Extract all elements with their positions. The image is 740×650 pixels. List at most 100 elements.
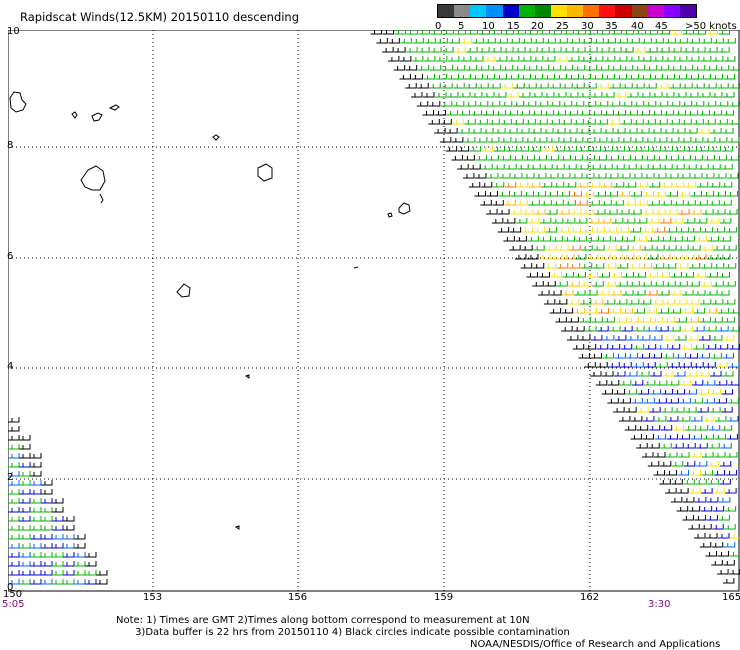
wind-barb (673, 407, 685, 413)
wind-barb (613, 407, 625, 413)
legend-swatch (599, 5, 616, 17)
wind-barb (562, 290, 574, 296)
wind-barb (612, 200, 624, 206)
wind-barb (707, 236, 719, 242)
wind-barb (606, 191, 619, 197)
wind-barb (489, 83, 501, 89)
wind-barb (699, 299, 712, 305)
wind-barb (619, 137, 632, 143)
wind-barb (678, 434, 690, 440)
wind-barb (666, 209, 678, 215)
wind-barb (578, 353, 590, 359)
wind-barb (582, 209, 594, 215)
wind-barb (464, 119, 476, 125)
wind-barb (629, 227, 642, 233)
wind-barb (695, 236, 707, 242)
wind-barb (660, 200, 672, 206)
wind-barb (712, 524, 724, 530)
wind-barb (708, 200, 720, 206)
wind-barb (602, 353, 614, 359)
wind-barb (717, 533, 730, 539)
wind-barb (596, 119, 608, 125)
wind-barb (554, 128, 566, 134)
wind-barb (598, 30, 611, 35)
wind-barb (661, 146, 674, 152)
wind-barb (63, 516, 75, 522)
wind-barb (598, 254, 611, 260)
wind-barb (713, 470, 726, 476)
wind-barb (507, 56, 520, 62)
wind-barb (470, 92, 483, 98)
wind-barb (614, 335, 627, 341)
wind-barb (612, 182, 625, 188)
wind-barb (574, 254, 587, 260)
legend-swatch (583, 5, 600, 17)
island (212, 134, 220, 141)
wind-barb (584, 119, 596, 125)
wind-barb (447, 56, 460, 62)
wind-barb (701, 245, 713, 251)
wind-barb (710, 353, 722, 359)
wind-barb (8, 417, 20, 423)
wind-barb (496, 38, 508, 44)
wind-barb (645, 83, 657, 89)
wind-barb (440, 101, 453, 107)
wind-barb (654, 434, 666, 440)
wind-barb (637, 407, 649, 413)
lat-label: 4 (7, 361, 14, 372)
wind-barb (575, 218, 588, 224)
note-line: 3)Data buffer is 22 hrs from 20150110 4)… (116, 627, 570, 638)
wind-barb (573, 308, 586, 314)
wind-barb (613, 389, 626, 395)
wind-barb (675, 74, 687, 80)
wind-barb (714, 191, 727, 197)
wind-barb (671, 218, 684, 224)
wind-barb (648, 425, 661, 431)
wind-barb (711, 542, 724, 548)
wind-barb (646, 47, 658, 53)
wind-barb (643, 380, 656, 386)
wind-barb (724, 506, 737, 512)
wind-barb (729, 326, 740, 332)
wind-barb (471, 74, 483, 80)
wind-barb (551, 236, 563, 242)
wind-barb (614, 110, 627, 116)
wind-barb (694, 290, 706, 296)
wind-barb (552, 182, 565, 188)
wind-barb (717, 65, 730, 71)
wind-barb (603, 317, 615, 323)
wind-barb (498, 209, 510, 215)
wind-barb (399, 74, 411, 80)
wind-barb (615, 317, 627, 323)
wind-barb (534, 173, 547, 179)
wind-barb (729, 83, 740, 89)
wind-barb (475, 155, 487, 161)
wind-barb (723, 56, 736, 62)
wind-barb (674, 353, 686, 359)
wind-barb (529, 164, 541, 170)
wind-barb (721, 146, 734, 152)
wind-barb (525, 83, 537, 89)
wind-barb (703, 155, 715, 161)
wind-barb (686, 353, 698, 359)
wind-barb (405, 83, 417, 89)
wind-barb (705, 551, 718, 557)
wind-barb (550, 272, 563, 278)
wind-barb (640, 263, 653, 269)
wind-barb (518, 110, 531, 116)
wind-barb (590, 128, 602, 134)
wind-barb (492, 200, 504, 206)
wind-barb (670, 254, 683, 260)
wind-barb (684, 425, 697, 431)
wind-barb (617, 245, 629, 251)
wind-barb (652, 38, 664, 44)
wind-barb (441, 65, 454, 71)
legend-label: 10 (482, 21, 495, 32)
wind-barb (629, 245, 641, 251)
wind-barb (515, 236, 527, 242)
wind-barb (523, 137, 536, 143)
wind-barb (529, 146, 542, 152)
wind-barb (503, 218, 516, 224)
wind-barb (712, 281, 724, 287)
wind-barb (729, 569, 740, 575)
